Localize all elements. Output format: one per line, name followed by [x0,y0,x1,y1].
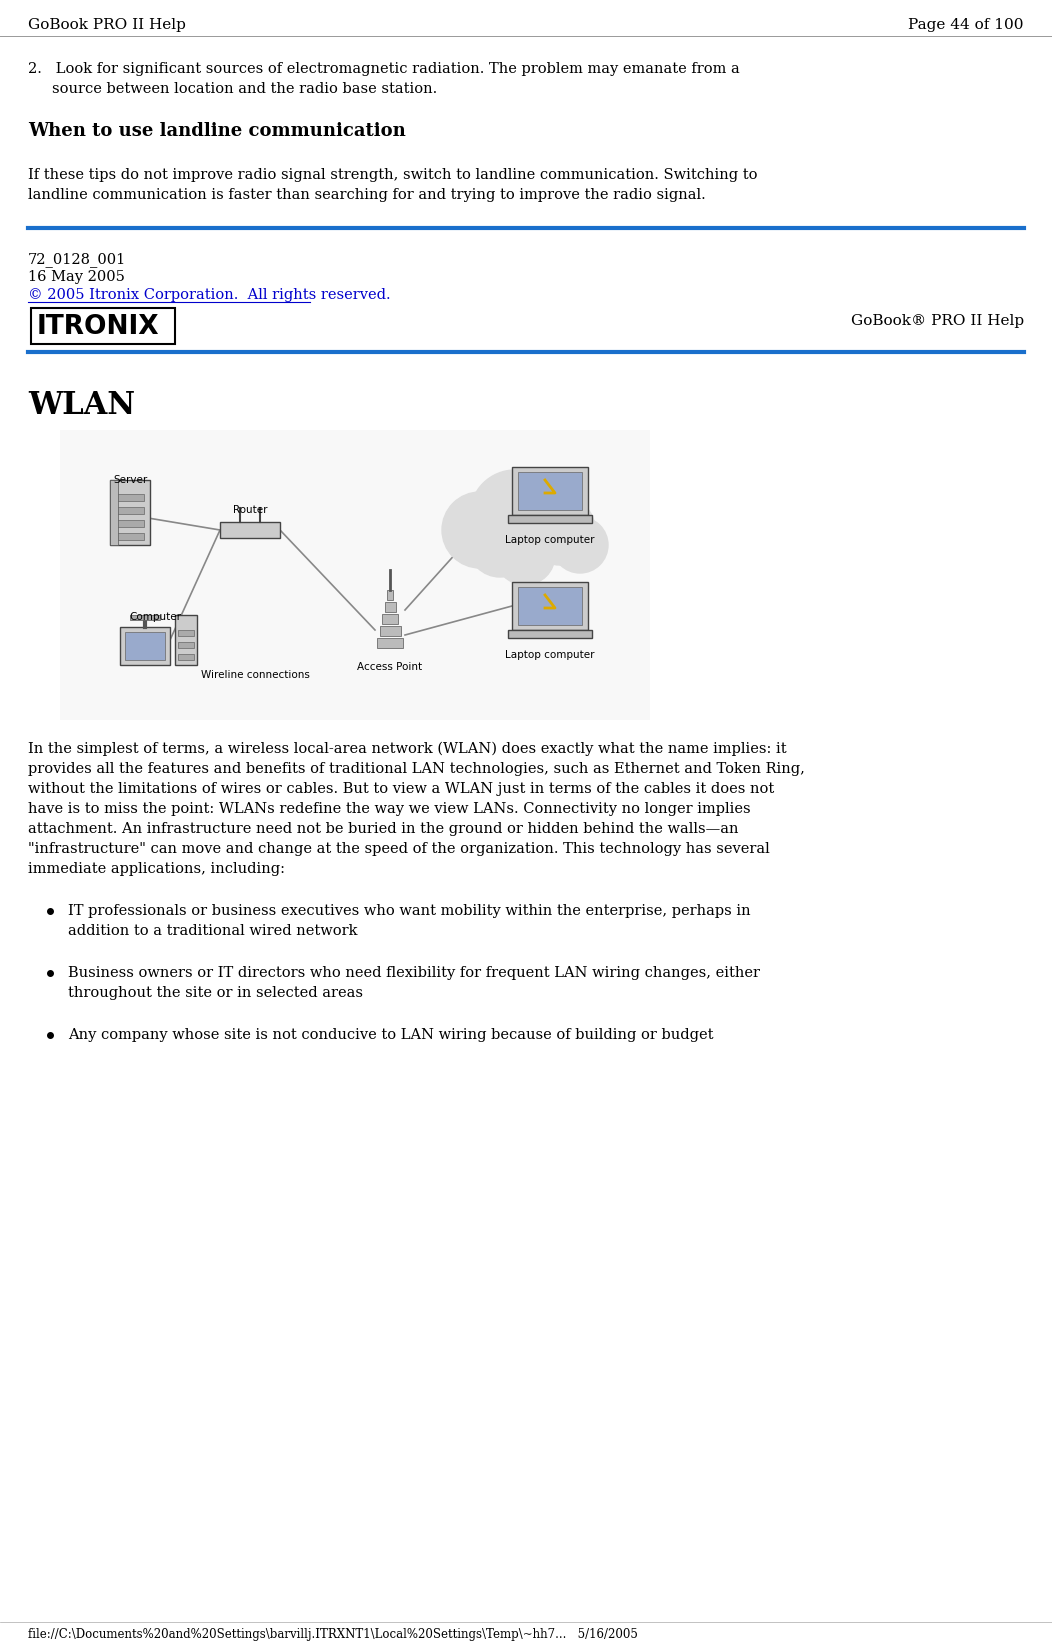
Text: ʼ: ʼ [173,314,177,324]
Bar [380,626,401,636]
Text: GoBook PRO II Help: GoBook PRO II Help [28,18,186,31]
Text: Laptop computer: Laptop computer [505,534,594,546]
Text: Access Point: Access Point [358,663,423,672]
Text: attachment. An infrastructure need not be buried in the ground or hidden behind : attachment. An infrastructure need not b… [28,822,739,837]
Text: file://C:\Documents%20and%20Settings\barvillj.ITRXNT1\Local%20Settings\Temp\~hh7: file://C:\Documents%20and%20Settings\bar… [28,1628,638,1641]
Text: Any company whose site is not conducive to LAN wiring because of building or bud: Any company whose site is not conducive … [68,1028,713,1042]
Bar [512,582,588,630]
Circle shape [552,516,608,574]
Bar [110,480,118,546]
Text: If these tips do not improve radio signal strength, switch to landline communica: If these tips do not improve radio signa… [28,168,757,182]
Text: IT professionals or business executives who want mobility within the enterprise,: IT professionals or business executives … [68,904,751,917]
Text: In the simplest of terms, a wireless local-area network (WLAN) does exactly what: In the simplest of terms, a wireless loc… [28,741,787,756]
Text: have is to miss the point: WLANs redefine the way we view LANs. Connectivity no : have is to miss the point: WLANs redefin… [28,802,751,815]
Bar [382,613,398,625]
Bar [387,590,393,600]
Text: addition to a traditional wired network: addition to a traditional wired network [68,924,358,939]
Text: immediate applications, including:: immediate applications, including: [28,861,285,876]
Bar [60,431,650,720]
Text: WLAN: WLAN [28,390,135,421]
Text: 2.   Look for significant sources of electromagnetic radiation. The problem may : 2. Look for significant sources of elect… [28,62,740,76]
Text: Wireline connections: Wireline connections [201,671,309,681]
Circle shape [495,524,555,585]
Bar [178,654,194,659]
Bar [178,630,194,636]
Bar [116,506,144,515]
Bar [220,523,280,538]
Circle shape [470,470,560,561]
Bar [175,615,197,666]
Bar [116,533,144,539]
Text: When to use landline communication: When to use landline communication [28,122,406,140]
Text: Business owners or IT directors who need flexibility for frequent LAN wiring cha: Business owners or IT directors who need… [68,967,760,980]
Text: GoBook® PRO II Help: GoBook® PRO II Help [851,314,1024,329]
Bar [512,467,588,515]
Circle shape [442,492,518,567]
Text: ITRONIX: ITRONIX [37,314,160,340]
Bar [178,643,194,648]
Bar [116,493,144,501]
Bar [120,626,170,666]
Bar [385,602,396,612]
Text: source between location and the radio base station.: source between location and the radio ba… [52,82,438,95]
Text: © 2005 Itronix Corporation.  All rights reserved.: © 2005 Itronix Corporation. All rights r… [28,288,390,302]
Bar [110,480,150,546]
Circle shape [525,495,595,566]
Bar [508,515,592,523]
Bar [518,587,582,625]
Bar [508,630,592,638]
Text: Page 44 of 100: Page 44 of 100 [909,18,1024,31]
Text: provides all the features and benefits of traditional LAN technologies, such as : provides all the features and benefits o… [28,763,805,776]
Text: throughout the site or in selected areas: throughout the site or in selected areas [68,986,363,1000]
Text: landline communication is faster than searching for and trying to improve the ra: landline communication is faster than se… [28,187,706,202]
Text: 16 May 2005: 16 May 2005 [28,270,125,284]
Text: 72_0128_001: 72_0128_001 [28,252,126,266]
Text: without the limitations of wires or cables. But to view a WLAN just in terms of : without the limitations of wires or cabl… [28,783,774,796]
Bar [116,520,144,528]
Bar [130,615,160,620]
Bar [377,638,403,648]
Bar [125,631,165,659]
Circle shape [468,513,532,577]
Bar [518,472,582,510]
Text: Router: Router [232,505,267,515]
Text: Server: Server [113,475,147,485]
Text: "infrastructure" can move and change at the speed of the organization. This tech: "infrastructure" can move and change at … [28,842,770,857]
FancyBboxPatch shape [31,307,175,344]
Text: Computer: Computer [129,612,181,621]
Text: Laptop computer: Laptop computer [505,649,594,659]
